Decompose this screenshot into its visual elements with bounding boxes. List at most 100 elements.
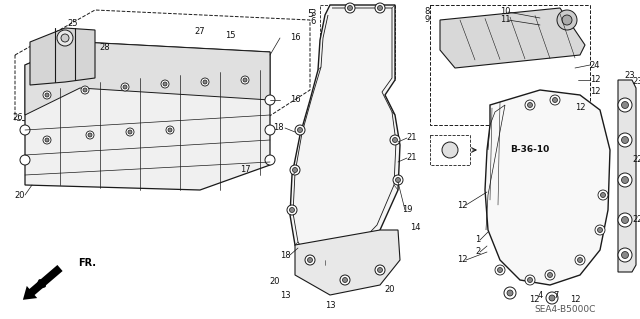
Text: 7: 7 <box>554 291 559 300</box>
Circle shape <box>342 278 348 283</box>
Circle shape <box>392 137 397 143</box>
Circle shape <box>595 225 605 235</box>
Circle shape <box>298 128 303 132</box>
Circle shape <box>243 78 247 82</box>
Circle shape <box>527 278 532 283</box>
Circle shape <box>598 190 608 200</box>
Circle shape <box>43 91 51 99</box>
Circle shape <box>618 173 632 187</box>
Circle shape <box>575 255 585 265</box>
Text: 16: 16 <box>290 95 300 105</box>
Circle shape <box>201 78 209 86</box>
Text: 18: 18 <box>273 123 284 132</box>
Circle shape <box>618 133 632 147</box>
Circle shape <box>20 125 30 135</box>
Circle shape <box>340 275 350 285</box>
Circle shape <box>168 128 172 132</box>
Circle shape <box>295 125 305 135</box>
Circle shape <box>547 272 552 278</box>
Text: 20: 20 <box>15 190 25 199</box>
Circle shape <box>203 80 207 84</box>
Circle shape <box>549 295 555 301</box>
Polygon shape <box>618 80 636 272</box>
Text: 3: 3 <box>310 10 316 19</box>
Text: 19: 19 <box>402 205 412 214</box>
Circle shape <box>621 217 628 224</box>
Text: 21: 21 <box>407 153 417 162</box>
Circle shape <box>504 287 516 299</box>
Text: 22: 22 <box>633 216 640 225</box>
Circle shape <box>161 80 169 88</box>
Text: SEA4-B5000C: SEA4-B5000C <box>534 306 596 315</box>
FancyArrow shape <box>23 265 63 300</box>
Bar <box>430 5 590 125</box>
Circle shape <box>550 95 560 105</box>
Circle shape <box>621 176 628 183</box>
Text: 28: 28 <box>100 43 110 53</box>
Circle shape <box>348 5 353 11</box>
Text: 5: 5 <box>307 9 313 19</box>
Text: 8: 8 <box>424 8 430 17</box>
Polygon shape <box>30 28 95 85</box>
Circle shape <box>390 135 400 145</box>
Circle shape <box>495 265 505 275</box>
Circle shape <box>378 5 383 11</box>
Circle shape <box>86 131 94 139</box>
Text: 12: 12 <box>570 295 580 305</box>
Text: 22: 22 <box>633 155 640 165</box>
Circle shape <box>123 85 127 89</box>
Text: 25: 25 <box>68 19 78 27</box>
Bar <box>430 135 470 165</box>
Text: 10: 10 <box>500 8 510 17</box>
Text: 20: 20 <box>269 278 280 286</box>
Circle shape <box>621 251 628 258</box>
Circle shape <box>562 15 572 25</box>
Circle shape <box>375 3 385 13</box>
Circle shape <box>289 207 294 212</box>
Circle shape <box>265 125 275 135</box>
Polygon shape <box>25 42 270 190</box>
Circle shape <box>163 82 167 86</box>
Text: 21: 21 <box>407 133 417 143</box>
Circle shape <box>45 93 49 97</box>
Circle shape <box>577 257 582 263</box>
Circle shape <box>265 155 275 165</box>
Circle shape <box>507 290 513 296</box>
Text: 15: 15 <box>225 31 236 40</box>
Circle shape <box>307 257 312 263</box>
Text: 20: 20 <box>385 286 396 294</box>
Polygon shape <box>295 230 400 295</box>
Text: 2: 2 <box>476 248 481 256</box>
Circle shape <box>121 83 129 91</box>
Circle shape <box>621 137 628 144</box>
Text: FR.: FR. <box>78 258 96 268</box>
Text: 13: 13 <box>324 300 335 309</box>
Bar <box>320 5 395 80</box>
Circle shape <box>525 275 535 285</box>
Circle shape <box>396 177 401 182</box>
Circle shape <box>241 76 249 84</box>
Circle shape <box>61 34 69 42</box>
Circle shape <box>600 192 605 197</box>
Circle shape <box>598 227 602 233</box>
Text: 23: 23 <box>633 78 640 86</box>
Text: 16: 16 <box>290 33 300 42</box>
Circle shape <box>545 270 555 280</box>
Circle shape <box>292 167 298 173</box>
Text: 12: 12 <box>529 295 540 305</box>
Circle shape <box>81 86 89 94</box>
Circle shape <box>375 265 385 275</box>
Circle shape <box>20 155 30 165</box>
Text: 1: 1 <box>476 235 481 244</box>
Text: 23: 23 <box>625 70 636 79</box>
Circle shape <box>57 30 73 46</box>
Circle shape <box>557 10 577 30</box>
Polygon shape <box>25 42 270 115</box>
Circle shape <box>525 100 535 110</box>
Circle shape <box>128 130 132 134</box>
Circle shape <box>83 88 87 92</box>
Text: 6: 6 <box>310 18 316 26</box>
Circle shape <box>618 248 632 262</box>
Text: B-36-10: B-36-10 <box>510 145 550 154</box>
Circle shape <box>552 98 557 102</box>
